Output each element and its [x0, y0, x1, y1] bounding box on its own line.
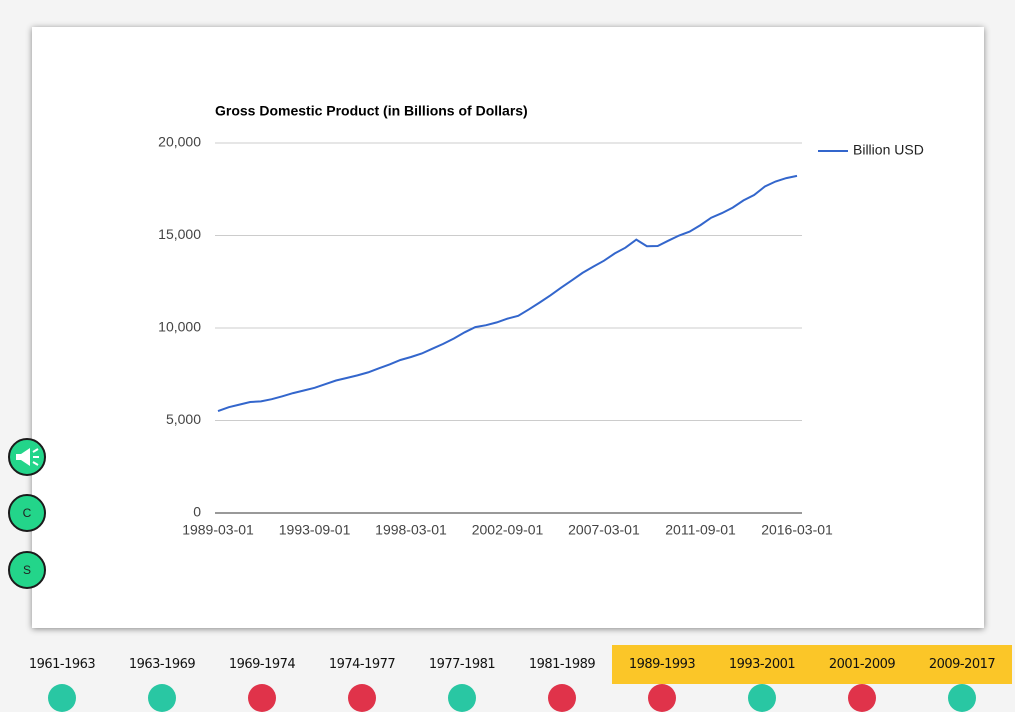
term-tab[interactable]: 1961-1963: [28, 657, 96, 672]
c-button[interactable]: C: [8, 494, 46, 532]
chart: Gross Domestic Product (in Billions of D…: [158, 103, 924, 538]
term-tab[interactable]: 1974-1977: [328, 657, 396, 672]
party-dot: [448, 684, 476, 712]
x-tick-label: 2016-03-01: [761, 522, 833, 538]
s-button[interactable]: S: [8, 551, 46, 589]
x-tick-label: 2011-09-01: [665, 522, 736, 538]
party-dot: [948, 684, 976, 712]
speaker-icon: [16, 448, 39, 466]
term-tab[interactable]: 1969-1974: [228, 657, 296, 672]
x-tick-label: 1989-03-01: [182, 522, 254, 538]
party-dot: [148, 684, 176, 712]
party-dot: [48, 684, 76, 712]
party-dot: [648, 684, 676, 712]
term-tab[interactable]: 1989-1993: [612, 645, 712, 684]
x-tick-label: 1998-03-01: [375, 522, 447, 538]
term-tab[interactable]: 1963-1969: [128, 657, 196, 672]
x-tick-label: 2007-03-01: [568, 522, 640, 538]
x-tick-label: 1993-09-01: [279, 522, 351, 538]
term-tab[interactable]: 1993-2001: [712, 645, 812, 684]
data-line: [217, 174, 798, 413]
chart-title: Gross Domestic Product (in Billions of D…: [215, 103, 528, 119]
speaker-button[interactable]: [8, 438, 46, 476]
party-dot: [848, 684, 876, 712]
term-tabs: 1961-1963 1963-1969 1969-1974 1974-1977 1977…: [12, 645, 1012, 712]
legend-label: Billion USD: [853, 142, 924, 158]
y-tick-label: 15,000: [158, 226, 201, 242]
x-tick-label: 2002-09-01: [472, 522, 544, 538]
party-dot: [248, 684, 276, 712]
y-tick-label: 20,000: [158, 134, 201, 150]
party-dot: [748, 684, 776, 712]
term-tab[interactable]: 1977-1981: [428, 657, 496, 672]
y-tick-label: 0: [193, 504, 201, 520]
term-tab[interactable]: 1981-1989: [528, 657, 596, 672]
chart-card: Gross Domestic Product (in Billions of D…: [32, 27, 984, 628]
y-tick-label: 5,000: [166, 411, 201, 427]
party-dot: [548, 684, 576, 712]
term-tab[interactable]: 2001-2009: [812, 645, 912, 684]
page: {"chart_data": {"type": "line", "title":…: [8, 27, 1012, 712]
y-tick-label: 10,000: [158, 319, 201, 335]
term-tab[interactable]: 2009-2017: [912, 645, 1012, 684]
party-dot: [348, 684, 376, 712]
